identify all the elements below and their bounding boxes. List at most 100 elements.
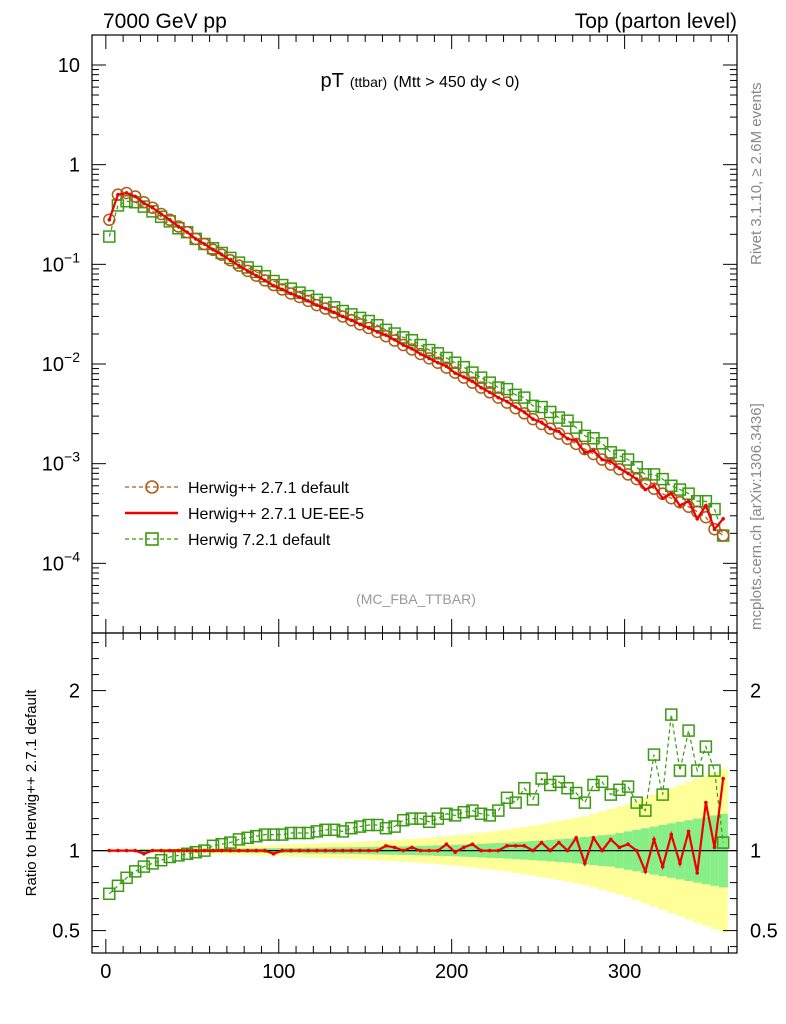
point-herwigpp-ueee5 — [323, 306, 328, 311]
ratio-point-herwigpp-ueee5 — [124, 848, 129, 853]
ratio-point-herwigpp-ueee5 — [427, 848, 431, 853]
ratio-point-herwigpp-ueee5 — [401, 848, 406, 853]
point-herwig721 — [604, 446, 618, 459]
ratio-point-herwig721 — [405, 812, 419, 825]
point-herwigpp-ueee5 — [159, 212, 163, 216]
point-herwig721 — [518, 391, 531, 404]
side-rivet-label: Rivet 3.1.10, ≥ 2.6M events — [748, 83, 765, 266]
ratio-point-herwig721 — [301, 826, 315, 840]
ratio-point-herwig721 — [189, 845, 203, 859]
ratio-point-herwig721 — [422, 815, 436, 829]
point-herwigpp-ueee5 — [608, 459, 613, 464]
ratio-point-herwigpp-ueee5 — [219, 848, 224, 853]
point-herwigpp-ueee5 — [557, 429, 561, 434]
ratio-point-herwigpp-ueee5 — [107, 848, 112, 853]
ratio-point-herwigpp-ueee5 — [704, 800, 708, 805]
point-herwigpp-ueee5 — [237, 263, 241, 268]
ratio-point-herwigpp-ueee5 — [574, 836, 578, 840]
point-herwigpp-ueee5 — [150, 205, 155, 210]
legend-label-herwigpp-default: Herwig++ 2.7.1 default — [188, 480, 350, 497]
point-herwig721 — [526, 399, 540, 413]
point-herwigpp-ueee5 — [410, 347, 414, 351]
point-herwigpp-ueee5 — [228, 258, 233, 263]
ratio-point-herwig721 — [613, 783, 626, 797]
point-herwigpp-default — [699, 511, 713, 524]
point-herwigpp-ueee5 — [375, 330, 380, 334]
ratio-point-herwigpp-ueee5 — [245, 848, 250, 853]
point-herwigpp-ueee5 — [479, 385, 483, 390]
point-herwigpp-ueee5 — [193, 237, 198, 241]
plot-title-main: pT — [321, 70, 344, 92]
ratio-ylabel: Ratio to Herwig++ 2.7.1 default — [23, 689, 40, 897]
ratio-point-herwig721 — [345, 821, 358, 835]
point-herwigpp-default — [518, 407, 531, 420]
legend: Herwig++ 2.7.1 default Herwig++ 2.7.1 UE… — [125, 480, 364, 549]
point-herwigpp-default — [198, 237, 211, 251]
ratio-point-herwigpp-ueee5 — [418, 848, 423, 853]
point-herwigpp-ueee5 — [617, 466, 622, 471]
ratio-point-herwigpp-ueee5 — [643, 869, 648, 874]
ratio-point-herwigpp-ueee5 — [522, 844, 527, 848]
point-herwigpp-ueee5 — [565, 436, 570, 441]
plot-title: pT (ttbar) (Mtt > 450 dy < 0) — [321, 70, 520, 92]
legend-label-herwigpp-ueee5: Herwig++ 2.7.1 UE-EE-5 — [188, 506, 364, 523]
y-tick-label-base: 10 — [42, 454, 64, 476]
point-herwigpp-ueee5 — [600, 457, 604, 462]
ratio-point-herwig721 — [371, 818, 384, 832]
point-herwigpp-ueee5 — [643, 487, 648, 492]
point-herwig721 — [595, 437, 609, 450]
watermark: (MC_FBA_TTBAR) — [356, 591, 476, 607]
ratio-point-herwigpp-ueee5 — [202, 848, 207, 853]
ratio-point-herwigpp-ueee5 — [513, 844, 518, 848]
ratio-point-herwig721 — [466, 804, 479, 817]
point-herwigpp-ueee5 — [695, 516, 700, 521]
point-herwigpp-default — [137, 195, 151, 209]
ratio-point-herwig721 — [388, 820, 401, 833]
ratio-point-herwig721 — [509, 796, 522, 809]
ratio-point-herwigpp-ueee5 — [185, 848, 189, 853]
point-herwigpp-ueee5 — [583, 450, 587, 455]
point-herwigpp-default — [146, 201, 159, 214]
plot-title-sub2: (Mtt > 450 dy < 0) — [393, 74, 519, 91]
point-herwigpp-ueee5 — [314, 303, 319, 307]
side-mcplots-label: mcplots.cern.ch [arXiv:1306.3436] — [748, 403, 765, 630]
ratio-point-herwig721 — [293, 826, 306, 840]
main-marks — [103, 186, 730, 542]
ratio-point-herwig721 — [353, 820, 367, 833]
x-tick-label: 100 — [262, 961, 295, 983]
ratio-point-herwigpp-ueee5 — [557, 840, 561, 845]
point-herwigpp-default — [172, 220, 185, 233]
ratio-point-herwigpp-ueee5 — [332, 848, 336, 853]
ratio-point-herwigpp-ueee5 — [211, 848, 215, 853]
y-tick-label-base: 10 — [42, 254, 64, 276]
ratio-point-herwig721 — [310, 825, 324, 838]
legend-label-herwig721: Herwig 7.2.1 default — [188, 532, 331, 549]
ratio-point-herwigpp-ueee5 — [617, 845, 622, 850]
ratio-point-herwig721 — [543, 778, 557, 792]
point-herwigpp-ueee5 — [704, 503, 708, 508]
point-herwigpp-default — [716, 529, 730, 542]
point-herwig721 — [613, 449, 626, 463]
point-herwigpp-ueee5 — [289, 291, 293, 296]
point-herwigpp-ueee5 — [340, 314, 345, 319]
ratio-point-herwig721 — [578, 796, 592, 809]
point-herwigpp-default — [587, 447, 600, 461]
ratio-point-herwigpp-ueee5 — [263, 848, 267, 853]
point-herwigpp-ueee5 — [548, 426, 553, 431]
ratio-point-herwig721 — [448, 809, 462, 822]
ratio-point-herwigpp-ueee5 — [479, 848, 483, 853]
ratio-point-herwigpp-ueee5 — [695, 871, 700, 875]
point-herwigpp-ueee5 — [444, 364, 449, 369]
ratio-point-herwig721 — [414, 812, 427, 825]
point-herwigpp-ueee5 — [634, 477, 639, 481]
point-herwig721 — [682, 487, 695, 500]
ratio-point-herwigpp-ueee5 — [150, 848, 155, 853]
y-tick-label-exponent: −2 — [64, 349, 80, 365]
point-herwigpp-ueee5 — [133, 194, 138, 199]
ratio-point-herwig721 — [716, 836, 730, 849]
point-herwigpp-ueee5 — [591, 448, 596, 453]
ratio-point-herwigpp-ueee5 — [271, 852, 276, 856]
point-herwig721 — [621, 453, 635, 466]
